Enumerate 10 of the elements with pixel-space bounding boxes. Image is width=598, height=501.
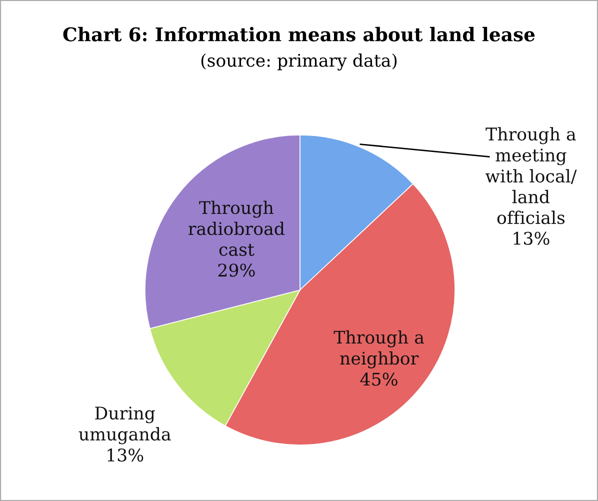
slice-label: Through a neighbor: [334, 330, 424, 368]
chart-subtitle: (source: primary data): [201, 53, 397, 71]
slice-label: During umuganda: [78, 406, 171, 444]
data-label: 29%: [218, 264, 255, 277]
data-label: 13%: [108, 448, 144, 462]
slice-label: Through radiobroad cast: [188, 200, 284, 256]
data-label: 13%: [514, 232, 550, 245]
data-label: 45%: [360, 372, 398, 386]
slice-label: Through a meeting with local/ land officials: [485, 127, 577, 224]
chart-title: Chart 6: Information means about land lease: [63, 26, 535, 42]
